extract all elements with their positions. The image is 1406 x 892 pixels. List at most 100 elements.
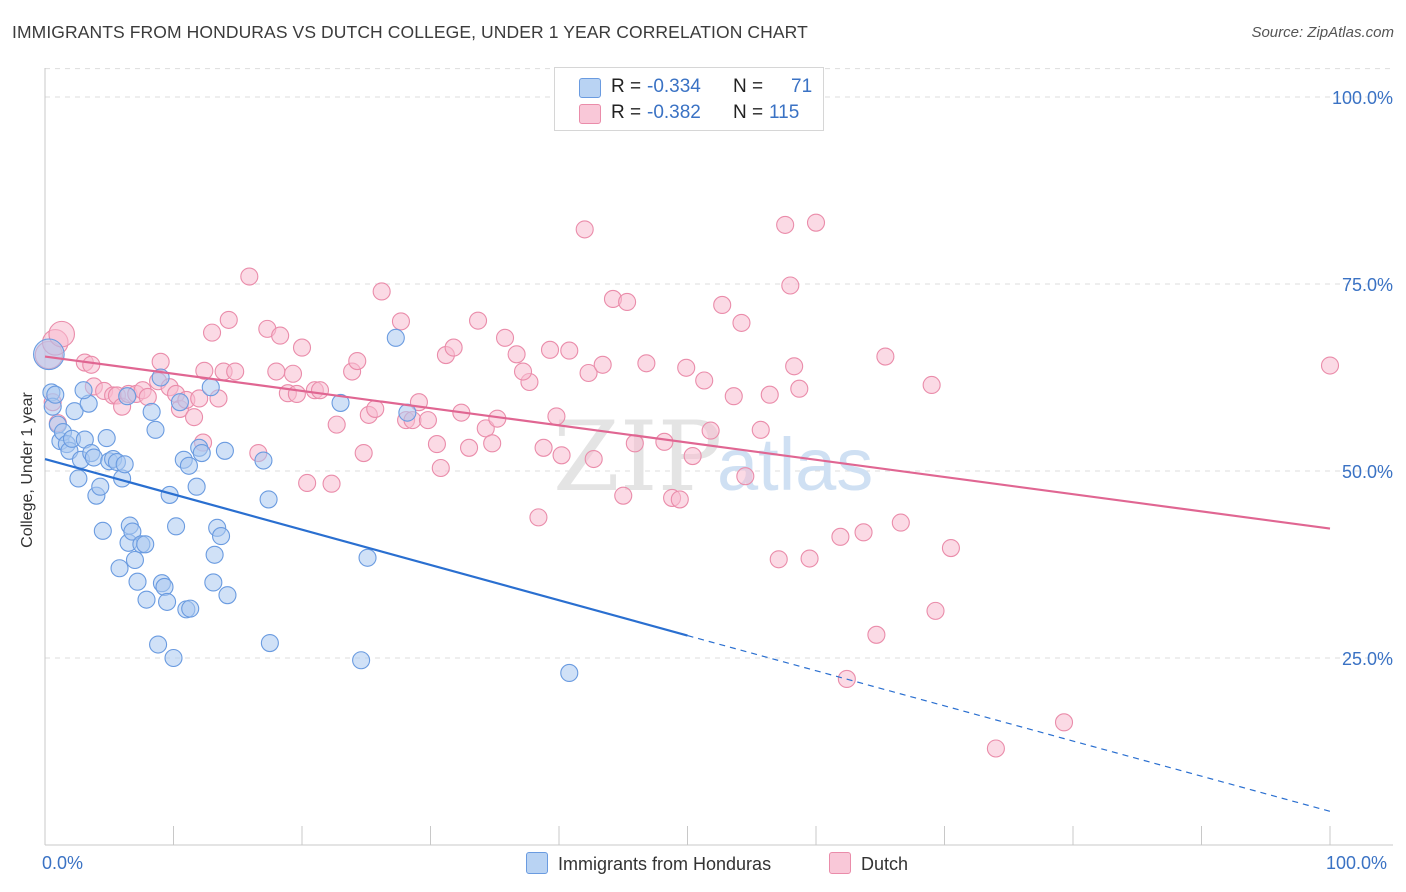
point-honduras — [91, 477, 110, 496]
point-dutch — [732, 313, 751, 332]
point-dutch — [876, 347, 895, 366]
point-dutch — [267, 362, 286, 381]
legend-r-value: -0.334 — [647, 76, 701, 97]
point-dutch — [584, 449, 603, 469]
point-dutch — [926, 601, 945, 620]
point-honduras — [155, 577, 174, 596]
point-honduras — [187, 477, 206, 496]
bottom-legend-dutch: Dutch — [829, 852, 908, 875]
source-credit: Source: ZipAtlas.com — [1251, 24, 1394, 41]
point-dutch — [677, 358, 696, 377]
point-dutch — [348, 351, 367, 371]
point-dutch — [790, 379, 809, 398]
point-dutch — [203, 323, 222, 342]
legend-n-value: 71 — [791, 76, 813, 97]
point-honduras — [164, 648, 183, 668]
point-dutch — [185, 408, 204, 427]
legend-r-value: -0.382 — [647, 102, 701, 123]
point-dutch — [655, 432, 674, 451]
point-dutch — [138, 387, 157, 406]
point-dutch — [483, 434, 502, 453]
point-dutch — [760, 385, 779, 404]
point-dutch — [322, 474, 341, 493]
chart-title: IMMIGRANTS FROM HONDURAS VS DUTCH COLLEG… — [12, 22, 808, 42]
point-dutch — [552, 446, 571, 465]
point-dutch — [310, 381, 330, 400]
point-honduras — [115, 455, 134, 474]
point-dutch — [891, 513, 910, 532]
point-dutch — [560, 341, 579, 360]
point-dutch — [287, 384, 306, 404]
legend-n-label: N = — [733, 102, 764, 123]
point-honduras — [254, 451, 273, 470]
point-honduras — [97, 429, 116, 448]
point-dutch — [283, 364, 303, 383]
point-honduras — [358, 548, 377, 567]
bottom-legend-label-dutch: Dutch — [861, 854, 909, 874]
bottom-legend-swatch-pink — [829, 852, 851, 874]
point-dutch — [529, 508, 548, 527]
point-honduras — [211, 527, 231, 546]
point-dutch — [540, 340, 560, 359]
point-dutch — [444, 338, 463, 357]
point-dutch — [190, 389, 209, 408]
point-dutch — [637, 354, 656, 373]
bottom-legend-honduras: Immigrants from Honduras — [526, 852, 771, 875]
point-dutch — [701, 421, 720, 440]
point-dutch — [372, 282, 391, 301]
point-dutch — [476, 419, 495, 438]
point-dutch — [713, 295, 732, 314]
point-honduras — [93, 521, 112, 540]
point-dutch — [575, 220, 594, 239]
point-dutch — [579, 363, 598, 383]
point-honduras — [167, 517, 186, 536]
point-dutch — [495, 328, 515, 347]
legend-n-value: 115 — [769, 102, 800, 123]
point-honduras — [386, 328, 405, 347]
point-dutch — [427, 435, 446, 454]
point-dutch — [986, 739, 1005, 758]
point-honduras — [352, 651, 371, 670]
point-dutch — [670, 490, 689, 509]
point-dutch — [941, 538, 960, 558]
bottom-legend-swatch-blue — [526, 852, 548, 874]
point-honduras — [170, 393, 189, 412]
point-honduras — [215, 441, 234, 460]
legend-r-label: R = — [611, 76, 642, 97]
point-dutch — [327, 415, 346, 434]
point-honduras — [260, 633, 279, 653]
point-dutch — [785, 357, 804, 376]
point-honduras — [218, 586, 237, 605]
point-honduras — [259, 490, 278, 509]
point-dutch — [618, 292, 637, 312]
point-dutch — [806, 213, 826, 232]
point-honduras — [201, 378, 220, 397]
legend-n-label: N = — [733, 76, 764, 97]
point-dutch — [867, 625, 886, 644]
point-honduras — [560, 663, 579, 683]
point-dutch — [354, 443, 373, 463]
axes — [44, 68, 1393, 846]
point-dutch — [219, 310, 238, 329]
point-honduras — [181, 599, 200, 618]
point-honduras — [192, 443, 211, 463]
trend-lines — [44, 355, 1331, 812]
point-dutch — [683, 446, 702, 466]
point-dutch — [366, 399, 385, 418]
point-honduras — [84, 448, 103, 467]
trend-line-honduras — [44, 457, 688, 637]
point-honduras — [205, 545, 224, 564]
point-dutch — [547, 407, 566, 426]
point-dutch — [298, 473, 317, 493]
point-honduras — [125, 550, 144, 570]
point-dutch — [292, 338, 312, 357]
x-tick-label-min: 0.0% — [42, 853, 84, 873]
point-dutch — [468, 311, 488, 330]
y-tick-labels: 25.0% 50.0% 75.0% 100.0% — [1332, 88, 1393, 669]
point-dutch — [431, 458, 450, 478]
point-honduras — [204, 573, 223, 592]
gridlines — [45, 68, 1393, 659]
legend-r-label: R = — [611, 102, 642, 123]
point-honduras — [158, 592, 177, 611]
